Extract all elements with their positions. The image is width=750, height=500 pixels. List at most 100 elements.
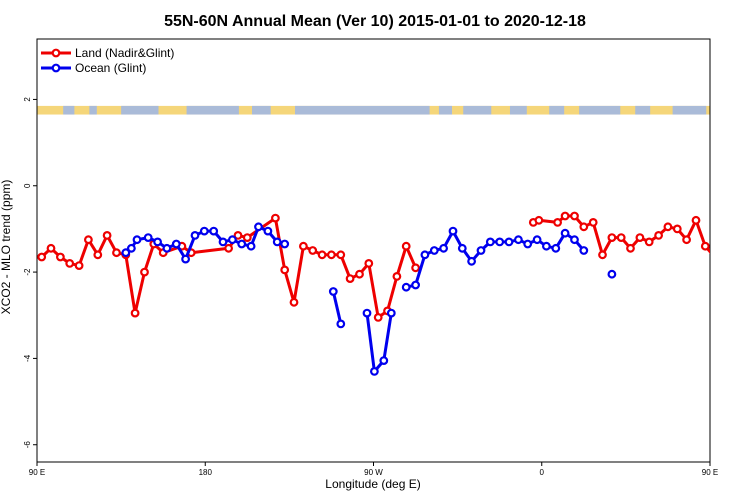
x-tick-label: 180 — [199, 468, 213, 477]
data-point — [542, 241, 551, 251]
data-point — [327, 250, 336, 260]
mask-strip-ocean — [121, 105, 159, 115]
data-point — [485, 237, 495, 247]
data-point — [570, 211, 579, 221]
data-point — [386, 308, 396, 318]
data-point — [190, 230, 200, 240]
data-point — [102, 230, 112, 240]
mask-strip-ocean — [63, 105, 75, 115]
data-point — [607, 269, 617, 279]
x-tick-label: 90 E — [29, 468, 45, 477]
data-point — [171, 239, 181, 249]
x-tick-label: 0 — [540, 468, 545, 477]
data-point — [233, 230, 243, 240]
data-point — [336, 319, 346, 329]
data-point — [46, 243, 56, 253]
mask-strip-ocean — [672, 105, 707, 115]
y-tick-label: -6 — [23, 441, 32, 449]
data-point — [246, 241, 256, 251]
data-point — [654, 230, 663, 240]
data-point — [280, 239, 290, 249]
data-point — [579, 246, 589, 255]
series-line — [40, 216, 417, 319]
data-point — [392, 272, 402, 281]
mask-strip-ocean — [438, 105, 453, 115]
data-point — [616, 233, 626, 243]
y-tick-label: 0 — [23, 183, 32, 188]
data-point — [83, 235, 93, 245]
data-point — [721, 245, 728, 252]
data-point — [700, 241, 710, 251]
data-point — [570, 235, 579, 245]
data-point — [411, 263, 421, 273]
series-ocean — [121, 222, 617, 376]
data-point — [401, 282, 411, 292]
data-point — [420, 250, 430, 260]
mask-strip-ocean — [186, 105, 239, 115]
data-point — [308, 246, 318, 255]
data-point — [130, 308, 140, 318]
data-point — [289, 297, 299, 307]
data-point — [317, 250, 327, 260]
data-point — [336, 250, 346, 260]
data-point — [551, 243, 561, 253]
data-point — [364, 259, 374, 268]
x-axis-label: Longitude (deg E) — [325, 477, 420, 491]
legend-marker — [51, 63, 61, 73]
data-point — [199, 226, 209, 236]
y-tick-label: -2 — [23, 268, 32, 276]
legend: Land (Nadir&Glint)Ocean (Glint) — [41, 46, 174, 75]
data-point — [476, 246, 486, 255]
data-point — [227, 235, 237, 245]
legend-label: Land (Nadir&Glint) — [75, 46, 174, 60]
data-point — [739, 260, 746, 267]
data-point — [504, 237, 514, 247]
data-point — [93, 250, 103, 260]
data-point — [74, 261, 84, 271]
data-point — [534, 215, 544, 225]
data-point — [635, 233, 645, 243]
y-axis-label: XCO2 - MLO trend (ppm) — [0, 180, 13, 315]
mask-strip-ocean — [294, 105, 430, 115]
data-point — [209, 226, 219, 236]
data-point — [132, 235, 142, 245]
data-point — [553, 217, 562, 227]
data-point — [345, 274, 355, 284]
mask-strip-ocean — [251, 105, 271, 115]
data-point — [237, 239, 247, 249]
data-point — [411, 280, 421, 290]
series-line — [365, 312, 393, 373]
data-point — [112, 248, 121, 258]
y-tick-label: -4 — [23, 354, 32, 362]
y-tick-label: 2 — [23, 97, 32, 102]
series-line — [331, 291, 343, 325]
data-point — [263, 226, 273, 236]
data-point — [607, 233, 617, 243]
mask-strip-ocean — [509, 105, 527, 115]
mask-strip-ocean — [549, 105, 565, 115]
data-point — [181, 254, 191, 264]
series-line — [405, 229, 585, 289]
land-ocean-mask-strip — [37, 105, 710, 115]
data-point — [457, 243, 467, 253]
data-point — [379, 356, 389, 366]
series-land — [37, 211, 746, 322]
data-point — [121, 248, 131, 258]
data-point — [126, 243, 136, 253]
data-point — [439, 243, 449, 253]
data-point — [448, 226, 458, 236]
data-point — [626, 243, 635, 253]
series-line — [532, 214, 710, 257]
data-point — [65, 259, 75, 268]
data-point — [254, 222, 263, 232]
data-point — [153, 237, 163, 247]
data-point — [663, 222, 673, 232]
data-point — [644, 237, 654, 247]
data-point — [523, 239, 533, 249]
data-point — [218, 237, 228, 247]
data-point — [143, 233, 153, 243]
mask-strip-ocean — [463, 105, 492, 115]
data-point — [598, 250, 607, 260]
data-point — [299, 241, 308, 251]
